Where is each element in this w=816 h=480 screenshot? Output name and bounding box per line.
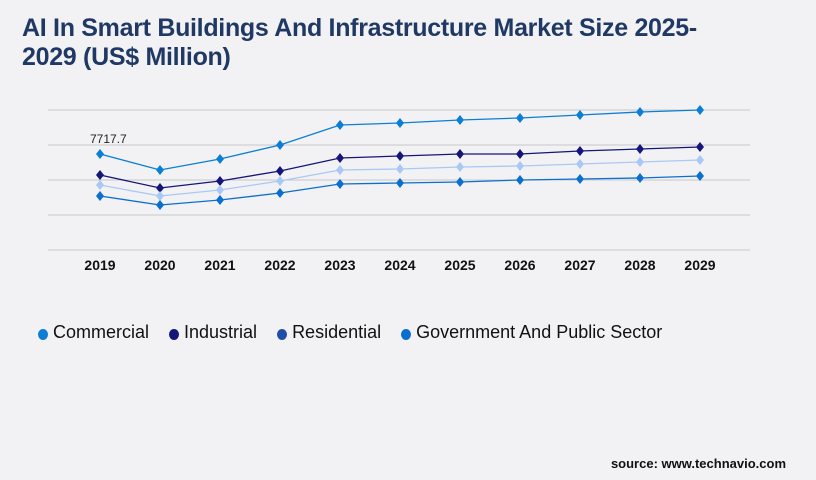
line-chart: 2019 2020 2021 2022 2023 2024 2025 2026 2027 2028…	[48, 105, 750, 273]
x-tick-label: 2025	[444, 257, 475, 273]
data-point	[696, 142, 704, 153]
data-point	[96, 170, 104, 181]
legend-item: Government And Public Sector	[401, 322, 662, 343]
data-point	[96, 180, 104, 191]
data-point	[696, 171, 704, 182]
data-point	[156, 191, 164, 202]
data-point	[276, 140, 284, 151]
data-point	[96, 149, 104, 160]
data-point	[156, 199, 164, 210]
data-point	[576, 173, 584, 184]
x-tick-label: 2021	[204, 257, 235, 273]
source-text: source: www.technavio.com	[610, 456, 786, 471]
x-tick-label: 2026	[504, 257, 535, 273]
legend: Commercial Industrial Residential Governmen…	[38, 322, 662, 343]
data-point	[636, 144, 644, 155]
data-point	[156, 183, 164, 194]
data-point	[96, 191, 104, 202]
data-point	[696, 155, 704, 166]
data-point	[516, 175, 524, 186]
data-point	[336, 120, 344, 131]
data-point	[456, 149, 464, 160]
data-point	[216, 176, 224, 187]
legend-marker-icon	[169, 328, 180, 340]
x-tick-label: 2019	[84, 257, 115, 273]
legend-item: Commercial	[38, 322, 149, 343]
data-point	[636, 157, 644, 168]
data-point	[516, 149, 524, 160]
data-point	[216, 194, 224, 205]
legend-label: Industrial	[184, 322, 258, 342]
data-point	[456, 176, 464, 187]
legend-item: Residential	[277, 322, 381, 343]
data-point	[636, 173, 644, 184]
data-point	[456, 162, 464, 173]
data-point	[696, 105, 704, 115]
legend-marker-icon	[277, 328, 288, 340]
legend-label: Residential	[292, 322, 382, 342]
data-point	[156, 165, 164, 176]
x-tick-label: 2023	[324, 257, 355, 273]
data-point	[336, 153, 344, 164]
data-label: 7717.7	[90, 132, 127, 146]
x-tick-label: 2024	[384, 257, 415, 273]
legend-label: Commercial	[53, 322, 150, 342]
data-point	[396, 178, 404, 189]
data-point	[576, 145, 584, 156]
data-point	[396, 163, 404, 174]
x-tick-label: 2022	[264, 257, 295, 273]
data-point	[216, 185, 224, 196]
data-point	[336, 165, 344, 176]
x-tick-label: 2027	[564, 257, 595, 273]
data-point	[396, 117, 404, 128]
data-point	[396, 150, 404, 161]
legend-item: Industrial	[169, 322, 257, 343]
data-point	[276, 176, 284, 187]
chart-title: AI In Smart Buildings And Infrastructure…	[22, 14, 697, 71]
x-tick-label: 2029	[684, 257, 715, 273]
data-point	[516, 113, 524, 124]
data-point	[456, 115, 464, 126]
data-point	[576, 110, 584, 121]
data-point	[276, 166, 284, 177]
legend-label: Government And Public Sector	[416, 322, 663, 342]
legend-marker-icon	[38, 328, 48, 340]
x-tick-label: 2028	[624, 257, 655, 273]
data-point	[276, 188, 284, 199]
data-point	[516, 161, 524, 171]
data-point	[636, 107, 644, 118]
legend-marker-icon	[401, 328, 412, 340]
x-tick-label: 2020	[144, 257, 175, 273]
data-point	[216, 154, 224, 165]
data-point	[576, 158, 584, 169]
data-point	[336, 178, 344, 189]
